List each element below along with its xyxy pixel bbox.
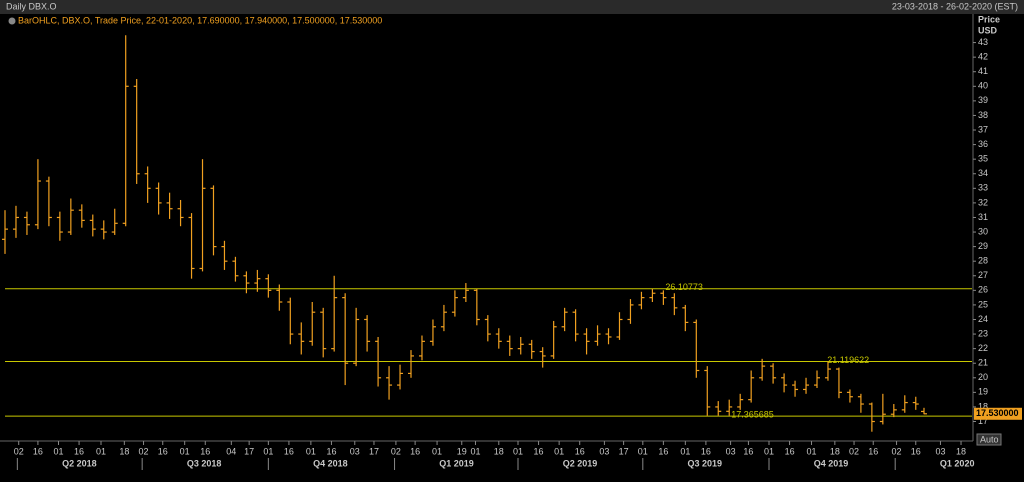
x-tick-label: 01 bbox=[554, 446, 564, 456]
x-tick-label: 02 bbox=[391, 446, 401, 456]
x-tick-label: 16 bbox=[785, 446, 795, 456]
header-bar bbox=[0, 0, 1024, 14]
quarter-label: Q4 2018 bbox=[313, 458, 348, 468]
date-range: 23-03-2018 - 26-02-2020 (EST) bbox=[892, 1, 1018, 11]
x-tick-label: 16 bbox=[868, 446, 878, 456]
x-tick-label: 16 bbox=[33, 446, 43, 456]
y-tick-label: 32 bbox=[978, 197, 988, 207]
y-tick-label: 39 bbox=[978, 95, 988, 105]
y-tick-label: 17 bbox=[978, 416, 988, 426]
quarter-label: Q3 2018 bbox=[187, 458, 222, 468]
quarter-label: Q4 2019 bbox=[814, 458, 849, 468]
x-tick-label: 16 bbox=[410, 446, 420, 456]
y-tick-label: 37 bbox=[978, 124, 988, 134]
x-tick-label: 02 bbox=[139, 446, 149, 456]
x-tick-label: 16 bbox=[701, 446, 711, 456]
quarter-label: Q2 2018 bbox=[62, 458, 97, 468]
legend-icon[interactable] bbox=[8, 17, 16, 25]
x-tick-label: 16 bbox=[743, 446, 753, 456]
y-tick-label: 30 bbox=[978, 226, 988, 236]
x-tick-label: 01 bbox=[306, 446, 316, 456]
y-tick-label: 38 bbox=[978, 110, 988, 120]
y-tick-label: 33 bbox=[978, 183, 988, 193]
y-tick-label: 40 bbox=[978, 81, 988, 91]
x-tick-label: 18 bbox=[494, 446, 504, 456]
y-axis-unit: USD bbox=[978, 25, 998, 35]
quarter-label: Q3 2019 bbox=[688, 458, 723, 468]
y-tick-label: 31 bbox=[978, 212, 988, 222]
x-tick-label: 01 bbox=[638, 446, 648, 456]
x-tick-label: 01 bbox=[96, 446, 106, 456]
quarter-label: Q2 2019 bbox=[563, 458, 598, 468]
x-tick-label: 01 bbox=[263, 446, 273, 456]
x-tick-label: 16 bbox=[284, 446, 294, 456]
x-tick-label: 03 bbox=[599, 446, 609, 456]
x-tick-label: 01 bbox=[180, 446, 190, 456]
x-tick-label: 01 bbox=[513, 446, 523, 456]
y-tick-label: 21 bbox=[978, 358, 988, 368]
x-tick-label: 02 bbox=[849, 446, 859, 456]
legend: BarOHLC, DBX.O, Trade Price, 22-01-2020,… bbox=[18, 15, 382, 25]
y-axis-label: Price bbox=[978, 14, 1000, 24]
x-tick-label: 03 bbox=[726, 446, 736, 456]
x-tick-label: 01 bbox=[807, 446, 817, 456]
x-tick-label: 16 bbox=[658, 446, 668, 456]
y-tick-label: 25 bbox=[978, 299, 988, 309]
x-tick-label: 19 bbox=[457, 446, 467, 456]
x-tick-label: 02 bbox=[14, 446, 24, 456]
x-tick-label: 01 bbox=[432, 446, 442, 456]
y-tick-label: 22 bbox=[978, 343, 988, 353]
y-tick-label: 26 bbox=[978, 285, 988, 295]
x-tick-label: 01 bbox=[53, 446, 63, 456]
y-tick-label: 35 bbox=[978, 154, 988, 164]
level-label: 17.365685 bbox=[731, 410, 774, 420]
x-tick-label: 16 bbox=[158, 446, 168, 456]
x-tick-label: 16 bbox=[200, 446, 210, 456]
quarter-label: Q1 2019 bbox=[439, 458, 474, 468]
y-tick-label: 41 bbox=[978, 66, 988, 76]
y-tick-label: 36 bbox=[978, 139, 988, 149]
x-tick-label: 17 bbox=[369, 446, 379, 456]
y-tick-label: 34 bbox=[978, 168, 988, 178]
auto-button-label[interactable]: Auto bbox=[980, 434, 999, 444]
y-tick-label: 43 bbox=[978, 37, 988, 47]
y-tick-label: 42 bbox=[978, 52, 988, 62]
x-tick-label: 01 bbox=[764, 446, 774, 456]
x-tick-label: 16 bbox=[74, 446, 84, 456]
level-label: 21.119622 bbox=[827, 355, 869, 365]
x-tick-label: 17 bbox=[619, 446, 629, 456]
level-label: 26.10773 bbox=[665, 282, 703, 292]
x-tick-label: 02 bbox=[892, 446, 902, 456]
last-price-box bbox=[974, 407, 1022, 420]
x-tick-label: 16 bbox=[575, 446, 585, 456]
x-tick-label: 18 bbox=[956, 446, 966, 456]
y-tick-label: 18 bbox=[978, 401, 988, 411]
x-tick-label: 16 bbox=[326, 446, 336, 456]
y-tick-label: 19 bbox=[978, 387, 988, 397]
y-tick-label: 28 bbox=[978, 256, 988, 266]
quarter-label: Q1 2020 bbox=[940, 458, 975, 468]
x-tick-label: 18 bbox=[119, 446, 129, 456]
chart-title: Daily DBX.O bbox=[6, 1, 57, 11]
x-tick-label: 03 bbox=[350, 446, 360, 456]
y-tick-label: 23 bbox=[978, 328, 988, 338]
x-tick-label: 17 bbox=[244, 446, 254, 456]
y-tick-label: 29 bbox=[978, 241, 988, 251]
y-tick-label: 27 bbox=[978, 270, 988, 280]
x-tick-label: 16 bbox=[534, 446, 544, 456]
x-tick-label: 01 bbox=[470, 446, 480, 456]
x-tick-label: 03 bbox=[935, 446, 945, 456]
y-tick-label: 20 bbox=[978, 372, 988, 382]
x-tick-label: 01 bbox=[680, 446, 690, 456]
last-price-label: 17.530000 bbox=[976, 408, 1019, 418]
x-tick-label: 04 bbox=[226, 446, 236, 456]
auto-button[interactable] bbox=[976, 433, 1002, 446]
x-tick-label: 16 bbox=[911, 446, 921, 456]
x-tick-label: 18 bbox=[830, 446, 840, 456]
y-tick-label: 24 bbox=[978, 314, 988, 324]
